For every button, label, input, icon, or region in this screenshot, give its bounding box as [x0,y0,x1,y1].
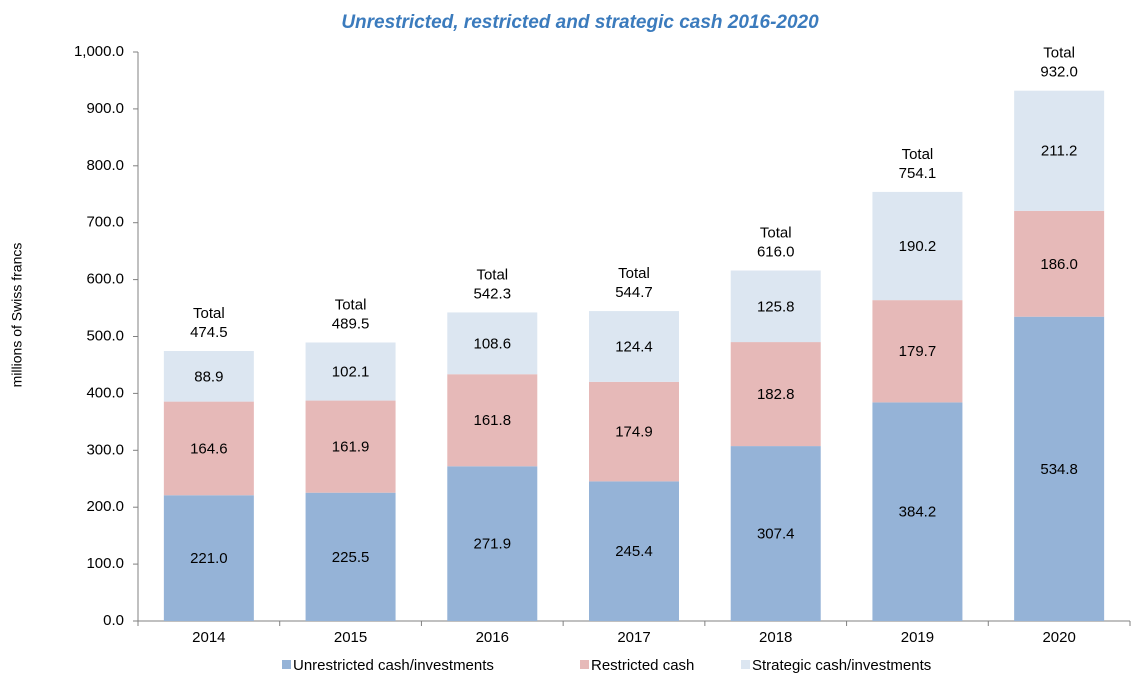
total-label: Total [193,305,225,322]
bar-segment [163,401,254,496]
bar-segment [163,351,254,402]
total-label: Total [902,146,934,163]
legend-label: Strategic cash/investments [752,657,931,674]
y-axis-label: millions of Swiss francs [9,243,25,388]
total-value: 544.7 [615,284,653,301]
y-tick-label: 0.0 [103,612,124,629]
bar-segment [447,312,538,375]
total-value: 474.5 [190,324,228,341]
total-value: 616.0 [757,243,795,260]
legend-swatch [741,660,750,669]
data-label: 271.9 [474,536,512,553]
bar-segment [589,311,679,382]
bar-segment [447,374,538,467]
data-label: 182.8 [757,386,795,403]
bar-segment [305,492,396,621]
bar-segment [730,342,821,447]
data-label: 164.6 [190,440,228,457]
y-tick-label: 900.0 [86,100,124,117]
data-label: 124.4 [615,338,653,355]
bar-segment [163,495,254,621]
total-label: Total [618,265,650,282]
bar-segment [730,270,821,343]
total-value: 542.3 [474,285,512,302]
data-label: 225.5 [332,549,370,566]
x-tick-label: 2016 [476,629,509,646]
total-label: Total [760,224,792,241]
data-label: 125.8 [757,298,795,315]
x-tick-label: 2015 [334,629,367,646]
data-label: 161.8 [474,412,512,429]
legend-label: Restricted cash [591,657,694,674]
bar-segment [1014,210,1105,317]
bar-segment [872,300,963,403]
total-value: 489.5 [332,315,370,332]
x-tick-label: 2017 [617,629,650,646]
data-label: 384.2 [899,504,937,521]
data-label: 186.0 [1040,256,1078,273]
y-tick-label: 200.0 [86,498,124,515]
y-tick-label: 600.0 [86,271,124,288]
total-label: Total [1043,45,1075,62]
bar-segment [1014,316,1105,621]
data-label: 534.8 [1040,461,1078,478]
bar-segment [730,446,821,621]
y-tick-label: 100.0 [86,555,124,572]
data-label: 161.9 [332,439,370,456]
y-tick-label: 700.0 [86,214,124,231]
total-value: 754.1 [899,165,937,182]
data-label: 221.0 [190,550,228,567]
data-label: 245.4 [615,543,653,560]
total-value: 932.0 [1040,64,1078,81]
data-label: 88.9 [194,368,223,385]
bar-segment [1014,90,1105,211]
x-tick-label: 2014 [192,629,225,646]
total-label: Total [335,296,367,313]
data-label: 108.6 [474,335,512,352]
x-tick-label: 2019 [901,629,934,646]
bar-segment [447,466,538,621]
data-label: 211.2 [1041,143,1077,160]
data-label: 307.4 [757,526,795,543]
bar-segment [872,402,963,621]
bar-segment [305,400,396,493]
legend-swatch [282,660,291,669]
data-label: 102.1 [332,363,370,380]
legend-swatch [580,660,589,669]
bar-segment [305,342,396,401]
bar-segment [872,191,963,301]
legend-label: Unrestricted cash/investments [293,657,494,674]
total-label: Total [476,266,508,283]
data-label: 190.2 [899,238,937,255]
chart-title: Unrestricted, restricted and strategic c… [341,12,819,33]
x-tick-label: 2018 [759,629,792,646]
y-tick-label: 800.0 [86,157,124,174]
bar-segment [589,481,679,621]
data-label: 174.9 [615,424,653,441]
y-tick-label: 1,000.0 [74,43,124,60]
bar-segment [589,381,679,482]
y-tick-label: 500.0 [86,327,124,344]
y-tick-label: 300.0 [86,441,124,458]
y-tick-label: 400.0 [86,384,124,401]
x-tick-label: 2020 [1042,629,1075,646]
data-label: 179.7 [899,343,937,360]
